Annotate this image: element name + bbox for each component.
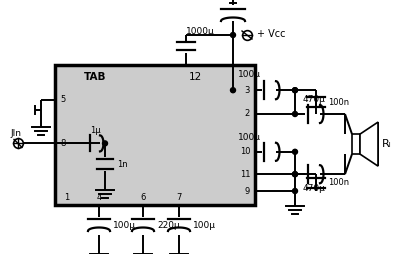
Text: 3: 3 (244, 86, 250, 95)
Text: 9: 9 (244, 186, 250, 196)
Text: 470μ: 470μ (302, 184, 326, 193)
Circle shape (292, 88, 298, 93)
Text: 100n: 100n (328, 178, 349, 187)
Text: 8: 8 (60, 139, 66, 148)
Circle shape (292, 149, 298, 154)
Bar (352, 134, 360, 154)
Circle shape (292, 172, 298, 177)
Text: 100n: 100n (328, 98, 349, 107)
Text: 1μ: 1μ (90, 126, 100, 135)
Text: 100μ: 100μ (113, 220, 136, 230)
Text: 4: 4 (96, 193, 102, 201)
Circle shape (230, 88, 236, 93)
Bar (55, 65, 255, 205)
Text: 100μ: 100μ (193, 220, 216, 230)
Text: 2: 2 (244, 109, 250, 119)
Text: 7: 7 (176, 193, 182, 201)
Text: 220μ: 220μ (157, 220, 180, 230)
Text: TAB: TAB (84, 72, 106, 82)
Text: 470μ: 470μ (302, 96, 326, 104)
Circle shape (292, 172, 298, 177)
Text: 100μ: 100μ (238, 70, 261, 79)
Text: 1000μ: 1000μ (186, 26, 215, 36)
Text: 11: 11 (240, 170, 250, 179)
Text: + Vcc: + Vcc (257, 29, 286, 39)
Text: 100μ: 100μ (238, 133, 261, 142)
Circle shape (102, 141, 108, 146)
Text: 10: 10 (240, 147, 250, 156)
Text: 1: 1 (64, 193, 70, 201)
Text: 1n: 1n (117, 160, 128, 169)
Text: Rₗ: Rₗ (382, 139, 392, 149)
Text: 12: 12 (188, 72, 202, 82)
Circle shape (292, 88, 298, 93)
Text: 5: 5 (60, 96, 66, 104)
Polygon shape (360, 122, 378, 166)
Circle shape (230, 33, 236, 38)
Text: JIn: JIn (10, 129, 22, 138)
Circle shape (292, 188, 298, 194)
Circle shape (292, 112, 298, 117)
Text: 6: 6 (140, 193, 146, 201)
